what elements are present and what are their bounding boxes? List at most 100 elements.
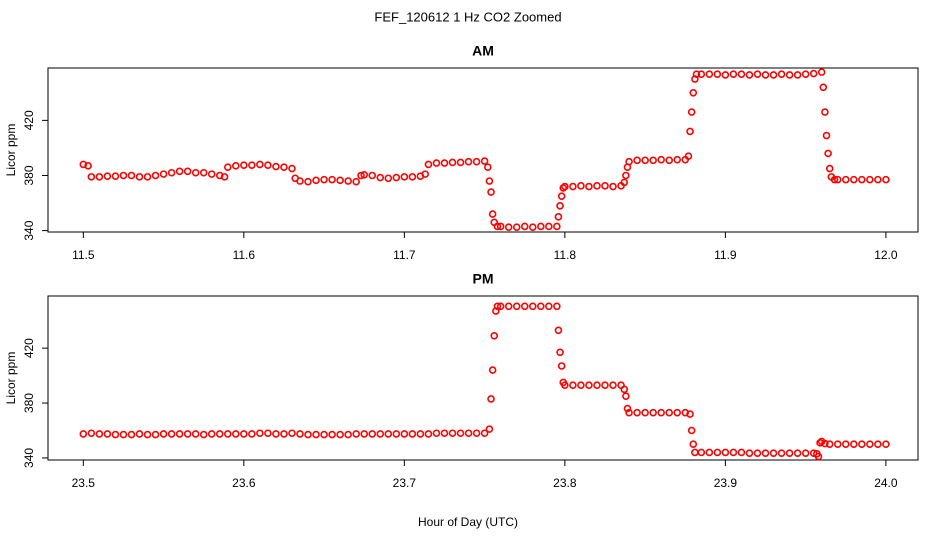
data-point <box>809 69 818 78</box>
data-point <box>352 177 360 186</box>
data-point <box>769 449 778 457</box>
data-point <box>866 440 874 449</box>
data-point <box>232 430 240 438</box>
data-point <box>312 430 320 439</box>
data-point <box>280 430 288 438</box>
data-point <box>577 381 585 390</box>
data-point <box>280 163 288 172</box>
data-point <box>344 430 352 439</box>
data-point <box>408 430 417 438</box>
data-point <box>793 449 802 457</box>
plot-frame <box>47 67 919 233</box>
data-point <box>623 404 632 413</box>
data-point <box>352 430 360 438</box>
data-point <box>512 302 521 311</box>
data-point <box>288 164 296 173</box>
data-point <box>79 430 88 438</box>
data-point <box>625 157 633 166</box>
data-point <box>620 178 629 187</box>
data-point <box>159 170 168 178</box>
data-point <box>814 452 823 461</box>
data-point <box>199 168 208 177</box>
data-point <box>686 410 694 418</box>
data-point <box>657 408 665 417</box>
data-point <box>87 173 96 181</box>
data-point <box>215 430 224 438</box>
data-point <box>545 222 553 231</box>
data-point <box>484 163 492 172</box>
y-axis-label: Licor ppm <box>4 124 18 177</box>
data-point <box>175 430 184 438</box>
data-point <box>692 70 701 79</box>
data-point <box>641 156 649 165</box>
data-point <box>336 176 344 185</box>
data-point <box>135 430 144 438</box>
data-point <box>264 161 272 169</box>
data-point <box>705 70 714 79</box>
data-point <box>111 430 120 439</box>
data-point <box>649 408 657 417</box>
data-point <box>729 70 738 79</box>
data-point <box>360 171 369 179</box>
data-point <box>713 70 722 79</box>
data-point <box>609 381 617 390</box>
data-point <box>119 430 128 439</box>
data-point <box>830 175 839 184</box>
data-point <box>448 158 457 167</box>
data-point <box>487 188 495 196</box>
data-point <box>207 430 216 438</box>
data-point <box>882 175 890 184</box>
data-point <box>490 331 499 340</box>
data-point <box>556 202 564 210</box>
x-tick-label: 23.9 <box>714 476 738 490</box>
data-point <box>858 440 866 449</box>
data-point <box>272 162 280 171</box>
data-point <box>95 173 104 181</box>
data-point <box>440 159 449 167</box>
data-point <box>556 348 564 357</box>
data-point <box>151 171 160 180</box>
data-point <box>849 440 858 449</box>
data-point <box>687 426 696 435</box>
data-point <box>569 381 577 390</box>
data-point <box>665 156 673 165</box>
data-point <box>191 430 200 438</box>
data-point <box>167 430 176 438</box>
data-point <box>304 177 312 186</box>
data-point <box>493 222 502 231</box>
x-axis-label: Hour of Day (UTC) <box>418 515 518 529</box>
data-point <box>536 302 545 311</box>
data-point <box>777 449 786 457</box>
data-point <box>841 440 850 449</box>
data-point <box>745 449 754 457</box>
data-point <box>360 430 369 438</box>
data-point <box>633 156 641 165</box>
data-point <box>368 171 377 180</box>
data-point <box>697 448 706 457</box>
data-point <box>127 171 136 180</box>
data-point <box>240 430 248 438</box>
data-point <box>232 162 240 170</box>
data-point <box>697 70 706 79</box>
data-point <box>536 222 545 231</box>
data-point <box>344 177 352 185</box>
data-point <box>183 430 192 438</box>
data-point <box>256 429 264 438</box>
data-point <box>620 385 629 394</box>
data-point <box>691 448 699 457</box>
data-point <box>801 449 810 457</box>
data-point <box>480 429 489 438</box>
figure-title: FEF_120612 1 Hz CO2 Zoomed <box>374 9 561 24</box>
data-point <box>684 152 693 161</box>
data-point <box>512 223 521 231</box>
data-point <box>622 171 630 180</box>
x-tick-label: 12.0 <box>874 248 898 262</box>
data-point <box>729 448 738 457</box>
data-point <box>400 173 409 181</box>
x-tick-label: 11.8 <box>554 248 577 262</box>
data-point <box>785 449 794 457</box>
data-point <box>554 326 563 335</box>
x-tick-label: 24.0 <box>874 476 898 490</box>
data-point <box>248 161 256 169</box>
data-point <box>822 131 831 140</box>
